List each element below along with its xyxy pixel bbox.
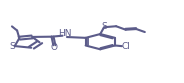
Text: S: S: [101, 22, 107, 31]
Text: O: O: [51, 43, 58, 52]
Text: S: S: [9, 42, 15, 51]
Text: HN: HN: [58, 29, 72, 38]
Text: Cl: Cl: [121, 42, 130, 51]
